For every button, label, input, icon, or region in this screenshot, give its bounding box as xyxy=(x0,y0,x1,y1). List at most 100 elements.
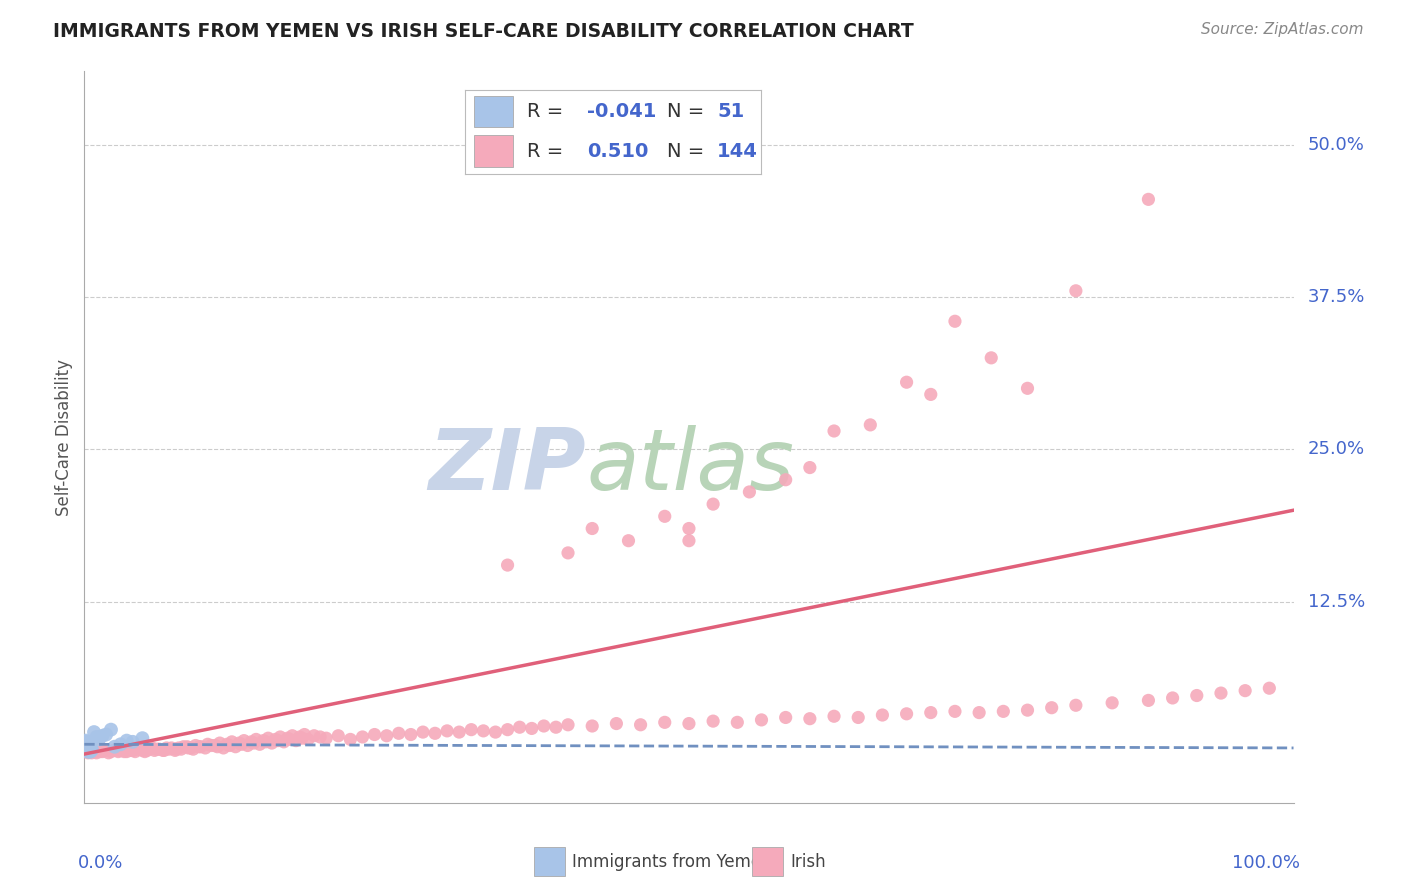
Point xyxy=(83,725,105,739)
Point xyxy=(544,720,567,734)
Point xyxy=(77,743,100,757)
Point xyxy=(76,736,98,750)
Point xyxy=(315,731,337,746)
Point xyxy=(207,739,229,754)
Point xyxy=(75,737,97,751)
Point xyxy=(76,742,98,756)
Point xyxy=(176,739,198,754)
Point xyxy=(273,735,295,749)
Point xyxy=(267,733,290,747)
Point xyxy=(121,735,143,749)
Point xyxy=(678,521,700,535)
Point xyxy=(1234,683,1257,698)
Point xyxy=(678,533,700,548)
Point xyxy=(188,739,211,754)
Point xyxy=(702,497,724,511)
Point xyxy=(115,733,138,747)
Point xyxy=(738,485,761,500)
Point xyxy=(184,739,207,753)
Point xyxy=(228,736,250,750)
Point xyxy=(77,739,100,753)
Point xyxy=(165,743,187,757)
Point xyxy=(254,735,277,749)
Point xyxy=(1017,381,1039,395)
Point xyxy=(77,742,100,756)
Point xyxy=(79,745,101,759)
Point xyxy=(1040,700,1063,714)
Point xyxy=(112,743,135,757)
Point xyxy=(225,739,247,754)
Point xyxy=(110,742,132,756)
Point xyxy=(80,743,103,757)
Point xyxy=(131,743,153,757)
Point xyxy=(129,742,152,756)
Point xyxy=(352,730,374,744)
Point xyxy=(82,743,104,757)
Point xyxy=(799,460,821,475)
Point xyxy=(1137,192,1160,206)
Point xyxy=(302,729,325,743)
Point xyxy=(97,746,120,760)
Point xyxy=(215,737,238,751)
Point xyxy=(77,742,100,756)
Point xyxy=(139,740,162,755)
Point xyxy=(180,740,202,755)
Point xyxy=(79,743,101,757)
Point xyxy=(80,742,103,756)
Point xyxy=(221,735,243,749)
Point xyxy=(1258,681,1281,696)
Text: Irish: Irish xyxy=(790,853,825,871)
Point xyxy=(375,729,398,743)
Point xyxy=(943,314,966,328)
Point xyxy=(288,730,311,744)
Point xyxy=(896,706,918,721)
Point xyxy=(86,730,108,744)
Point xyxy=(84,745,107,759)
Point xyxy=(100,745,122,759)
Point xyxy=(943,705,966,719)
Point xyxy=(423,726,446,740)
Point xyxy=(136,743,159,757)
Point xyxy=(76,737,98,751)
Point xyxy=(204,739,226,753)
Point xyxy=(77,742,100,756)
Point xyxy=(654,509,676,524)
Point xyxy=(194,740,217,755)
Point xyxy=(76,740,98,755)
Point xyxy=(77,739,100,754)
Text: 50.0%: 50.0% xyxy=(1308,136,1365,153)
Point xyxy=(146,742,169,756)
Text: IMMIGRANTS FROM YEMEN VS IRISH SELF-CARE DISABILITY CORRELATION CHART: IMMIGRANTS FROM YEMEN VS IRISH SELF-CARE… xyxy=(53,22,914,41)
Point xyxy=(775,710,797,724)
Point xyxy=(249,737,271,751)
Point xyxy=(87,732,110,747)
Point xyxy=(107,745,129,759)
Point xyxy=(112,745,135,759)
Point xyxy=(309,730,332,744)
Text: Immigrants from Yemen: Immigrants from Yemen xyxy=(572,853,772,871)
Point xyxy=(702,714,724,728)
Point xyxy=(77,739,100,753)
Point xyxy=(257,731,280,746)
Point xyxy=(181,742,204,756)
Point xyxy=(104,739,127,754)
Point xyxy=(823,709,845,723)
Point xyxy=(94,743,117,757)
Point xyxy=(509,720,531,734)
Point xyxy=(278,732,301,747)
Point xyxy=(79,745,101,759)
Point xyxy=(77,740,100,755)
Point xyxy=(520,722,543,736)
Point xyxy=(212,740,235,755)
Point xyxy=(117,742,139,756)
Point xyxy=(160,740,183,755)
Point xyxy=(581,521,603,535)
Point xyxy=(399,727,422,741)
Point xyxy=(920,387,942,401)
Point xyxy=(75,735,97,749)
Point xyxy=(165,742,187,756)
Point xyxy=(94,727,117,741)
Point xyxy=(75,740,97,755)
Point xyxy=(76,739,98,753)
Point xyxy=(1185,689,1208,703)
